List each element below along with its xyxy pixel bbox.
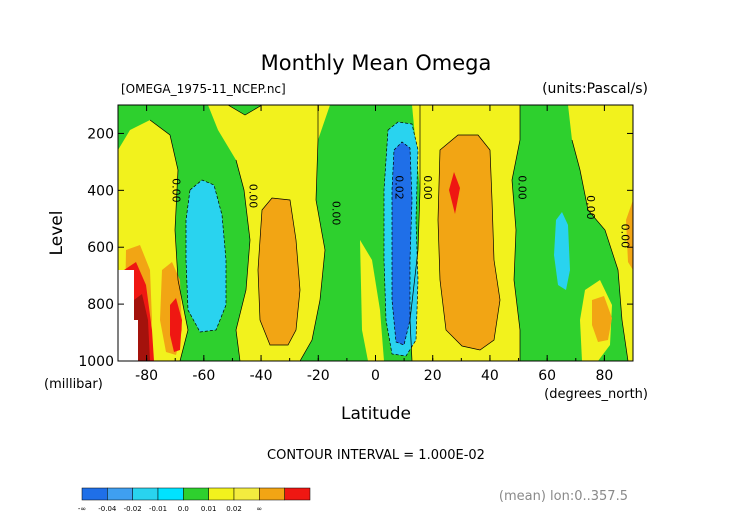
x-tick-label: 0 <box>371 368 380 384</box>
y-tick-label: 800 <box>87 297 114 313</box>
contour-line-pos-a <box>257 197 301 346</box>
x-axis: -80 -60 -40 -20 0 20 40 60 80 <box>117 105 634 384</box>
y-axis-units: (millibar) <box>44 377 103 392</box>
colorbar-swatch <box>132 487 159 501</box>
y-axis-title: Level <box>47 211 67 256</box>
units-label: (units:Pascal/s) <box>542 81 648 97</box>
file-label: [OMEGA_1975-11_NCEP.nc] <box>121 82 286 96</box>
contour-line-neg-c <box>391 141 413 346</box>
contour-label: 0.02 <box>393 175 406 200</box>
colorbar-label: -0.04 <box>98 505 117 513</box>
y-tick-label: 400 <box>87 183 114 199</box>
topography-mask <box>118 270 138 361</box>
colorbar-label: -0.02 <box>124 505 142 513</box>
x-tick-label: 60 <box>538 368 556 384</box>
region-positive-north-polar <box>568 105 633 361</box>
contour-line-zero-f <box>511 105 521 361</box>
region-negative-southern <box>186 180 226 332</box>
colorbar-label: ∞ <box>256 505 262 513</box>
y-tick-label: 200 <box>87 126 114 142</box>
contour-label: 0.00 <box>169 178 182 203</box>
contour-label: 0.00 <box>330 201 343 226</box>
colorbar-swatch <box>81 487 108 501</box>
x-tick-label: -40 <box>250 368 273 384</box>
colorbar: -∞ -0.04 -0.02 -0.01 0.0 0.01 0.02 ∞ <box>78 487 311 513</box>
contour-label: 0.00 <box>421 175 434 200</box>
contour-line-zero-g <box>571 139 629 361</box>
region-positive-equatorial <box>360 240 384 361</box>
region-red-far-south-b <box>170 298 182 352</box>
x-tick-label: 40 <box>481 368 499 384</box>
colorbar-swatch <box>107 487 133 501</box>
contour-label: 0.00 <box>619 224 632 249</box>
region-negative-northern <box>554 212 570 290</box>
x-tick-label: 20 <box>424 368 442 384</box>
colorbar-label: 0.0 <box>178 505 189 513</box>
colorbar-label: -∞ <box>78 505 86 513</box>
contour-label: 0.00 <box>516 175 529 200</box>
x-tick-label: -20 <box>307 368 330 384</box>
contour-line-zero-a <box>149 119 189 361</box>
contour-lines <box>149 105 629 361</box>
averaging-note: (mean) lon:0..357.5 <box>499 489 628 504</box>
colorbar-swatch <box>259 487 285 501</box>
contour-labels: 0.00 0.00 0.00 0.02 0.00 0.00 0.00 0.00 <box>169 175 631 248</box>
contour-line-pos-b <box>437 134 501 351</box>
contour-line-neg-b <box>383 121 419 357</box>
x-tick-label: 80 <box>595 368 613 384</box>
colorbar-swatch <box>208 487 235 501</box>
colorbar-swatch <box>284 487 311 501</box>
contour-line-zero-d <box>235 159 251 361</box>
colorbar-label: 0.02 <box>226 505 242 513</box>
contour-line-zero-c <box>299 105 326 361</box>
y-tick-label: 600 <box>87 240 114 256</box>
contour-line-neg-a <box>185 179 227 333</box>
x-axis-units: (degrees_north) <box>544 387 648 402</box>
x-axis-title: Latitude <box>341 404 411 424</box>
contour-label: 0.00 <box>584 195 597 220</box>
contour-line-zero-e <box>409 105 421 361</box>
contour-label: 0.00 <box>247 184 260 209</box>
y-axis: 200 400 600 800 1000 <box>78 126 633 370</box>
region-negative-equatorial-core <box>392 142 412 345</box>
region-red-max-subtropics <box>449 172 460 214</box>
region-orange-south-mid <box>258 198 300 345</box>
colorbar-swatch <box>183 487 209 501</box>
colorbar-label: -0.01 <box>149 505 167 513</box>
region-orange-north-edge <box>626 200 633 270</box>
contour-line-zero-b <box>227 105 263 116</box>
x-tick-label: -80 <box>135 368 158 384</box>
y-tick-label: 1000 <box>78 354 114 370</box>
colorbar-swatch <box>157 487 184 501</box>
x-tick-label: -60 <box>192 368 215 384</box>
colorbar-swatch <box>233 487 260 501</box>
colorbar-label: 0.01 <box>201 505 217 513</box>
region-orange-north-low <box>592 296 612 342</box>
contour-interval-label: CONTOUR INTERVAL = 1.000E-02 <box>267 448 485 463</box>
chart-title: Monthly Mean Omega <box>261 51 492 75</box>
